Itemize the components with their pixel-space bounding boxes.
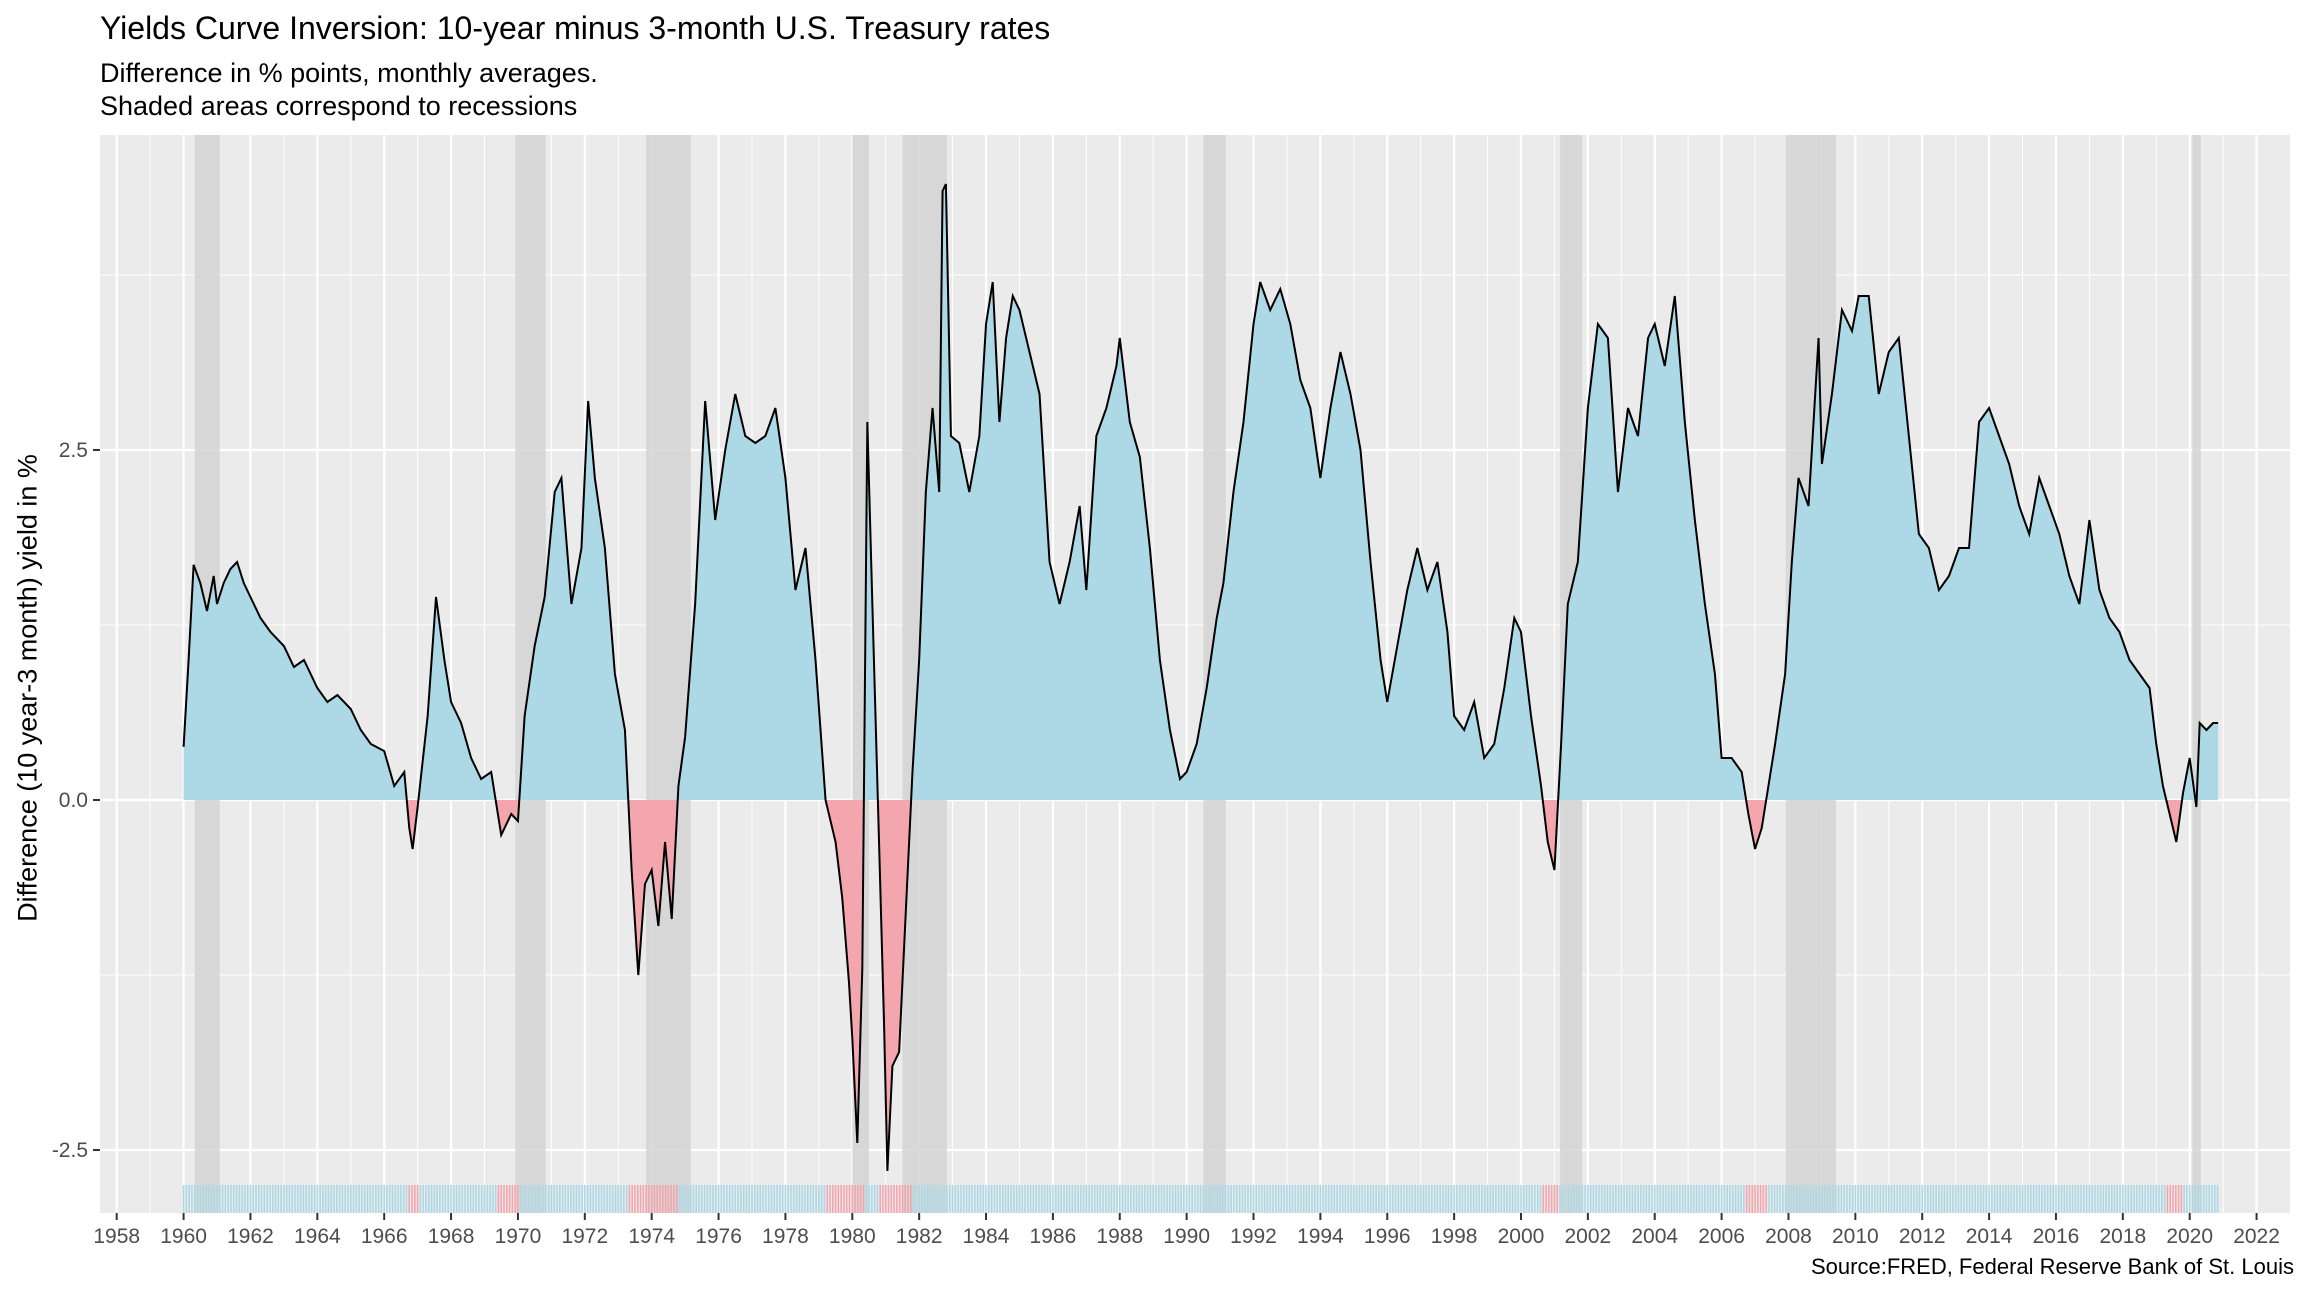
x-tick-label: 2008 <box>1765 1225 1812 1248</box>
positive-area <box>911 184 1543 800</box>
x-tick-label: 1978 <box>762 1225 809 1248</box>
x-tick-label: 1962 <box>227 1225 274 1248</box>
x-tick-label: 1964 <box>294 1225 341 1248</box>
negative-area <box>2166 800 2183 842</box>
chart-title: Yields Curve Inversion: 10-year minus 3-… <box>100 10 1051 46</box>
positive-area <box>183 562 407 800</box>
x-tick-label: 1992 <box>1230 1225 1277 1248</box>
x-tick-label: 1958 <box>93 1225 140 1248</box>
rug-strip <box>182 1185 2219 1213</box>
x-tick-label: 1966 <box>361 1225 408 1248</box>
positive-area <box>2196 723 2219 800</box>
x-tick-label: 2022 <box>2233 1225 2280 1248</box>
x-tick-label: 1980 <box>829 1225 876 1248</box>
x-tick-label: 1984 <box>963 1225 1010 1248</box>
recession-band <box>645 135 691 1213</box>
x-tick-label: 1988 <box>1096 1225 1143 1248</box>
y-tick-label: 0.0 <box>59 789 88 812</box>
x-tick-label: 1972 <box>561 1225 608 1248</box>
y-tick-label: 2.5 <box>59 439 88 462</box>
negative-area <box>1542 800 1559 870</box>
positive-area <box>519 401 629 800</box>
negative-area <box>406 800 419 849</box>
x-tick-label: 1998 <box>1431 1225 1478 1248</box>
x-tick-label: 1960 <box>160 1225 207 1248</box>
x-tick-label: 2014 <box>1966 1225 2013 1248</box>
x-tick-label: 1994 <box>1297 1225 1344 1248</box>
x-tick-label: 1996 <box>1364 1225 1411 1248</box>
x-tick-label: 2018 <box>2099 1225 2146 1248</box>
x-tick-label: 2002 <box>1565 1225 1612 1248</box>
x-axis-ticks: 1958 1960 1962 1964 1966 1968 1970 1972 1974 1976… <box>93 1213 2280 1248</box>
x-tick-label: 1968 <box>428 1225 475 1248</box>
x-tick-label: 1970 <box>495 1225 542 1248</box>
series-line <box>182 183 2219 1172</box>
area-fills <box>183 184 2219 1171</box>
negative-area <box>825 800 864 1143</box>
positive-area <box>677 394 826 800</box>
x-tick-label: 2012 <box>1899 1225 1946 1248</box>
positive-area <box>2182 758 2196 800</box>
x-tick-label: 1986 <box>1030 1225 1077 1248</box>
x-tick-label: 1974 <box>628 1225 675 1248</box>
negative-area <box>1746 800 1767 849</box>
chart-caption: Source:FRED, Federal Reserve Bank of St.… <box>1811 1254 2294 1279</box>
x-tick-label: 1976 <box>695 1225 742 1248</box>
x-tick-label: 2000 <box>1498 1225 1545 1248</box>
x-tick-label: 1990 <box>1163 1225 1210 1248</box>
x-tick-label: 2020 <box>2166 1225 2213 1248</box>
chart-subtitle-line-1: Difference in % points, monthly averages… <box>100 58 598 88</box>
x-tick-label: 2010 <box>1832 1225 1879 1248</box>
negative-area <box>495 800 520 835</box>
x-tick-label: 2004 <box>1631 1225 1678 1248</box>
y-axis-ticks: -2.5 0.0 2.5 <box>52 439 100 1162</box>
x-tick-label: 2016 <box>2033 1225 2080 1248</box>
y-tick-label: -2.5 <box>52 1139 88 1162</box>
chart-subtitle-line-2: Shaded areas correspond to recessions <box>100 91 578 121</box>
positive-area <box>418 597 496 800</box>
positive-area <box>1558 296 1747 800</box>
x-tick-label: 2006 <box>1698 1225 1745 1248</box>
x-tick-label: 1982 <box>896 1225 943 1248</box>
recession-band <box>2192 135 2201 1213</box>
